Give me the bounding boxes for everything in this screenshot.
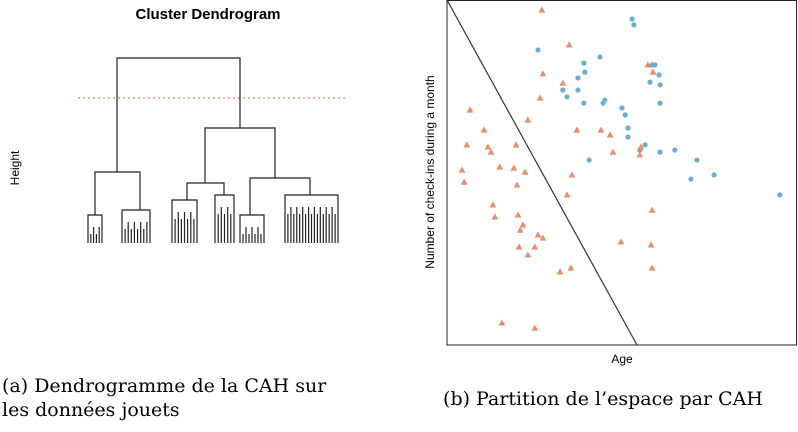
point-triangle (539, 70, 547, 77)
dendrogram-branches (94, 57, 311, 215)
point-triangle (515, 243, 523, 250)
point-triangle (649, 68, 657, 75)
point-circle (711, 172, 717, 178)
point-triangle (617, 238, 625, 245)
point-circle (642, 142, 648, 148)
point-circle (629, 16, 635, 22)
point-triangle (496, 163, 504, 170)
point-triangle (491, 213, 499, 220)
point-triangle (460, 178, 468, 185)
point-circle (631, 22, 637, 28)
dendrogram-title: Cluster Dendrogram (135, 6, 280, 23)
point-circle (625, 134, 631, 140)
point-circle (694, 157, 700, 163)
point-triangle (466, 106, 474, 113)
point-circle (622, 112, 628, 118)
point-triangle (489, 201, 497, 208)
dendrogram-leaves (87, 194, 339, 243)
point-circle (657, 82, 663, 88)
plot-frame (446, 0, 797, 346)
caption-b: (b) Partition de l’espace par CAH (443, 388, 763, 410)
point-triangle (606, 131, 614, 138)
point-circle (575, 75, 581, 81)
caption-a-line2: les données jouets (2, 399, 180, 421)
point-triangle (568, 171, 576, 178)
point-triangle (487, 148, 495, 155)
point-triangle (516, 226, 524, 233)
point-triangle (636, 151, 644, 158)
point-triangle (512, 141, 520, 148)
point-circle (657, 149, 663, 155)
point-circle (597, 54, 603, 60)
point-triangle (531, 243, 539, 250)
point-circle (535, 47, 541, 53)
point-triangle (498, 319, 506, 326)
point-circle (575, 87, 581, 93)
point-triangle (519, 221, 527, 228)
point-circle (619, 105, 625, 111)
point-triangle (510, 164, 518, 171)
partition-line (446, 0, 638, 346)
point-triangle (513, 181, 521, 188)
point-circle (647, 79, 653, 85)
point-triangle (463, 141, 471, 148)
point-circle (777, 192, 783, 198)
point-circle (657, 100, 663, 106)
dendrogram-y-label: Height (8, 150, 22, 185)
point-triangle (539, 234, 547, 241)
point-triangle (648, 206, 656, 213)
point-circle (688, 176, 694, 182)
point-circle (652, 62, 658, 68)
point-triangle (573, 126, 581, 133)
point-circle (582, 69, 588, 75)
point-triangle (644, 61, 652, 68)
caption-a-line1: (a) Dendrogramme de la CAH sur (2, 375, 327, 397)
point-circle (625, 125, 631, 131)
point-triangle (597, 126, 605, 133)
point-triangle (567, 264, 575, 271)
dendrogram (87, 57, 339, 243)
point-circle (586, 157, 592, 163)
point-triangle (521, 168, 529, 175)
point-triangle (536, 94, 544, 101)
point-triangle (524, 251, 532, 258)
point-triangle (609, 148, 617, 155)
point-triangle (458, 166, 466, 173)
point-triangle (524, 116, 532, 123)
point-triangle (648, 264, 656, 271)
point-triangle (484, 143, 492, 150)
point-triangle (531, 324, 539, 331)
point-circle (564, 94, 570, 100)
point-circle (656, 72, 662, 78)
point-triangle (534, 231, 542, 238)
point-triangle (538, 6, 546, 13)
point-triangle (647, 241, 655, 248)
x-axis-label: Age (611, 352, 633, 366)
point-circle (581, 60, 587, 66)
point-circle (560, 87, 566, 93)
point-circle (672, 147, 678, 153)
point-circle (600, 100, 606, 106)
point-circle (581, 100, 587, 106)
point-triangle (480, 126, 488, 133)
point-triangle (637, 143, 645, 150)
point-triangle (514, 211, 522, 218)
point-triangle (563, 191, 571, 198)
point-triangle (559, 79, 567, 86)
points (458, 6, 783, 331)
point-triangle (565, 41, 573, 48)
y-axis-label: Number of check-ins during a month (423, 75, 437, 268)
point-triangle (556, 268, 564, 275)
